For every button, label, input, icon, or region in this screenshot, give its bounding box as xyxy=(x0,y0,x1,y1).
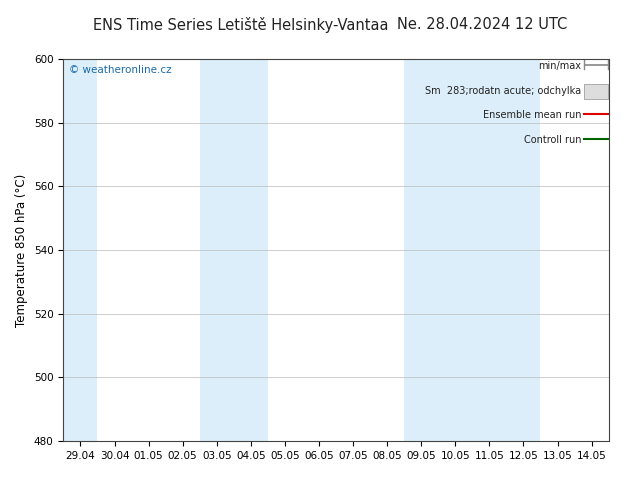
Bar xyxy=(438,59,472,441)
Text: min/max: min/max xyxy=(538,61,581,71)
Y-axis label: Temperature 850 hPa (°C): Temperature 850 hPa (°C) xyxy=(15,173,29,326)
Text: Controll run: Controll run xyxy=(524,135,581,145)
Bar xyxy=(404,59,438,441)
Bar xyxy=(584,84,607,99)
Bar xyxy=(234,59,268,441)
Bar xyxy=(200,59,234,441)
Text: Ensemble mean run: Ensemble mean run xyxy=(483,110,581,121)
Bar xyxy=(507,59,540,441)
Text: © weatheronline.cz: © weatheronline.cz xyxy=(69,65,171,74)
Text: Ne. 28.04.2024 12 UTC: Ne. 28.04.2024 12 UTC xyxy=(397,17,567,32)
Text: Sm  283;rodatn acute; odchylka: Sm 283;rodatn acute; odchylka xyxy=(425,86,581,96)
Bar xyxy=(63,59,98,441)
Text: ENS Time Series Letiště Helsinky-Vantaa: ENS Time Series Letiště Helsinky-Vantaa xyxy=(93,17,389,33)
Bar xyxy=(472,59,507,441)
